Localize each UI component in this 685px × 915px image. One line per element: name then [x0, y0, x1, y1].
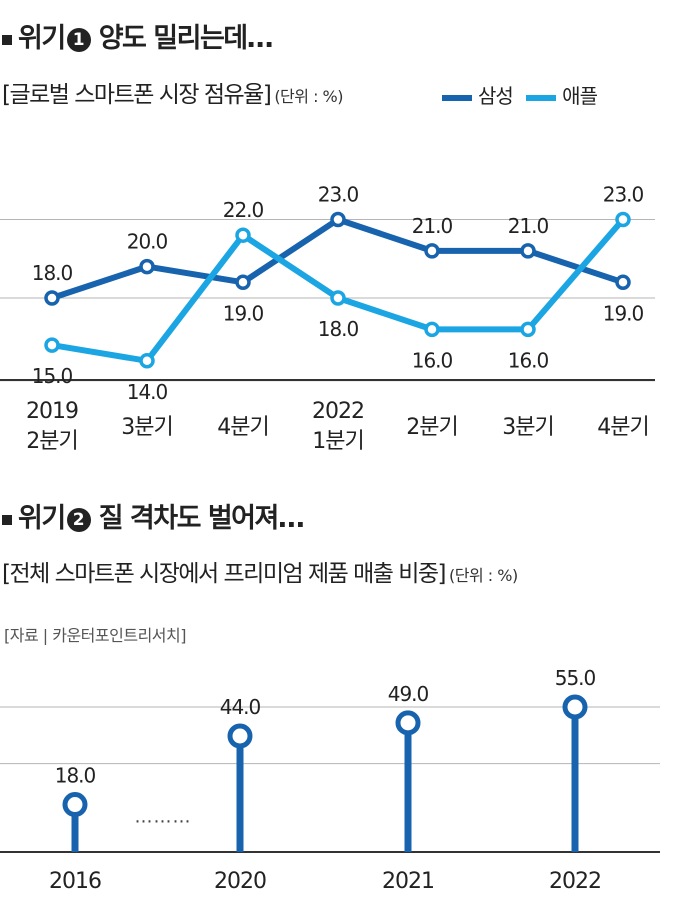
data-point-apple	[235, 227, 251, 243]
data-label-samsung: 18.0	[32, 261, 73, 285]
x-tick-label: 2020	[214, 869, 266, 894]
legend-swatch-apple	[526, 94, 557, 101]
x-tick-label: 2분기	[26, 429, 77, 454]
data-label: 49.0	[388, 682, 429, 706]
x-tick-label: 4분기	[217, 415, 268, 440]
legend-item-apple: 애플	[526, 84, 598, 108]
data-label-apple: 23.0	[603, 183, 644, 207]
data-label: 44.0	[220, 695, 261, 719]
data-label-apple: 22.0	[223, 198, 264, 222]
x-tick-label: 2분기	[406, 415, 457, 440]
x-tick-label: 4분기	[597, 415, 648, 440]
data-point-apple	[424, 321, 440, 338]
data-label-apple: 18.0	[318, 317, 359, 341]
section2-subtitle: [전체 스마트폰 시장에서 프리미엄 제품 매출 비중]	[2, 561, 447, 587]
source-note: [자료 | 카운터포인트리서치]	[4, 626, 186, 645]
data-label-apple: 16.0	[412, 348, 453, 372]
legend-item-samsung: 삼성	[442, 84, 514, 108]
data-label-samsung: 20.0	[127, 230, 168, 254]
legend-label-samsung: 삼성	[478, 84, 514, 108]
data-point-apple	[520, 321, 536, 338]
data-point-samsung	[139, 258, 155, 275]
data-label-samsung: 21.0	[412, 214, 453, 238]
x-tick-label: 2022	[549, 869, 601, 894]
legend-swatch-samsung	[442, 94, 472, 101]
lollipop-head	[227, 723, 253, 749]
data-label: 18.0	[55, 764, 96, 788]
section2-unit: (단위 : %)	[449, 566, 518, 585]
x-tick-label: 2021	[382, 869, 434, 894]
data-label-apple: 16.0	[508, 348, 549, 372]
premium-share-lollipop-chart: 18.0 2016 44.0 2020 49.0 2021 55.0 2022 ………	[0, 666, 660, 894]
number-badge-1: 1	[66, 27, 91, 52]
section1-title: 위기 1 양도 밀리는데…	[2, 16, 274, 55]
legend-label-apple: 애플	[562, 84, 598, 108]
market-share-line-chart: 18.0 20.0 19.0 23.0 21.0 21.0 19.0 15.0 14.0 22.0…	[0, 183, 655, 454]
square-bullet-icon	[2, 514, 12, 525]
x-tick-label: 3분기	[502, 415, 553, 440]
data-point-samsung	[424, 243, 440, 259]
x-tick-label: 3분기	[121, 415, 172, 440]
section1-subtitle: [글로벌 스마트폰 시장 점유율]	[2, 82, 272, 108]
lollipop-head	[395, 710, 421, 736]
data-label-apple: 14.0	[127, 380, 168, 404]
section1-title-prefix: 위기	[18, 23, 66, 54]
x-tick-label: 2016	[49, 869, 101, 894]
data-point-samsung	[44, 290, 60, 306]
section2-title: 위기 2 질 격차도 벌어져…	[2, 496, 305, 535]
data-point-samsung	[330, 211, 346, 228]
x-tick-label: 2019	[26, 399, 78, 424]
x-tick-label: 2022	[312, 399, 364, 424]
data-point-apple	[44, 337, 60, 353]
data-label-samsung: 21.0	[508, 214, 549, 238]
data-point-apple	[139, 353, 155, 369]
section1-title-text: 양도 밀리는데…	[98, 23, 274, 54]
data-label-apple: 15.0	[32, 364, 73, 388]
lollipop-head	[62, 792, 88, 818]
data-label: 55.0	[555, 666, 596, 690]
section2-subtitle-row: [전체 스마트폰 시장에서 프리미엄 제품 매출 비중] (단위 : %)	[2, 554, 518, 588]
section2-title-text: 질 격차도 벌어져…	[98, 503, 305, 534]
chart1-legend: 삼성 애플	[442, 80, 605, 109]
data-point-apple	[330, 290, 346, 306]
number-badge-2: 2	[66, 507, 91, 532]
data-point-samsung	[520, 243, 536, 259]
x-tick-label: 1분기	[312, 429, 363, 454]
data-point-samsung	[615, 274, 631, 291]
section2-title-prefix: 위기	[18, 503, 66, 534]
lollipop-head	[562, 694, 588, 720]
section1-unit: (단위 : %)	[274, 87, 344, 106]
data-label-samsung: 19.0	[603, 301, 644, 325]
data-point-samsung	[235, 274, 251, 291]
square-bullet-icon	[2, 34, 12, 45]
data-point-apple	[615, 211, 631, 228]
data-label-samsung: 19.0	[223, 301, 264, 325]
data-label-samsung: 23.0	[318, 183, 359, 207]
gap-dots: ………	[135, 807, 192, 828]
section1-subtitle-row: [글로벌 스마트폰 시장 점유율] (단위 : %)	[2, 75, 344, 109]
